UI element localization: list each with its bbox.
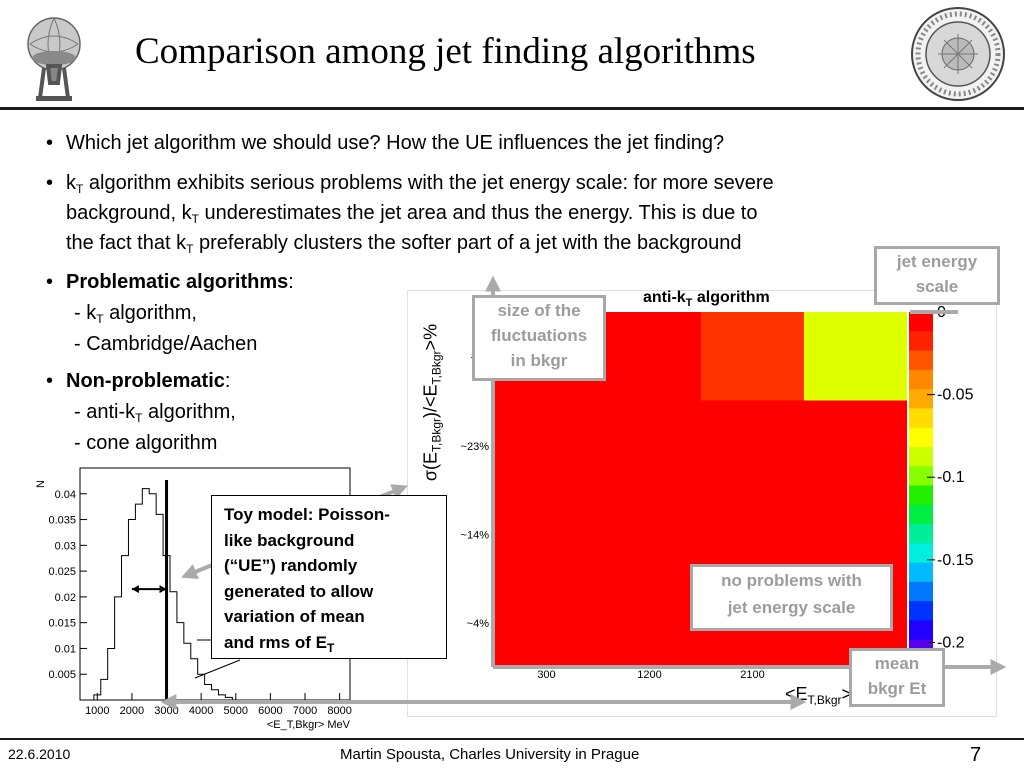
bullet-1: • Which jet algorithm we should use? How … [46, 132, 725, 154]
colorbar-segment [909, 485, 933, 506]
heatmap-cell [804, 312, 907, 401]
colorbar-segment [909, 446, 933, 467]
slide-title: Comparison among jet finding algorithms [135, 31, 756, 72]
footer-date: 22.6.2010 [8, 746, 71, 762]
hist-series-line [93, 488, 240, 701]
university-seal-logo [911, 7, 1005, 101]
heatmap-cell [701, 312, 804, 401]
hist-x-axis-label: <E_T,Bkgr> MeV [267, 719, 351, 731]
colorbar-segment [909, 312, 933, 332]
hist-x-tick-label: 1000 [85, 705, 109, 717]
heatmap-cell [495, 400, 598, 489]
colorbar-tick-label: -0.1 [937, 469, 965, 486]
heatmap-cell [701, 400, 804, 489]
colorbar-segment [909, 601, 933, 621]
colorbar-segment [909, 350, 933, 371]
hist-y-tick-label: 0.04 [55, 489, 76, 501]
callout-pointer-1 [194, 659, 241, 679]
footer-divider [0, 738, 1024, 740]
bullet-2: • kT algorithm exhibits serious problems… [46, 172, 774, 256]
heatmap-x-tick-label: 300 [537, 669, 555, 681]
colorbar-segment [909, 524, 933, 544]
title-divider [0, 107, 1024, 110]
hist-y-tick-label: 0.01 [55, 643, 76, 655]
colorbar-segment [909, 562, 933, 583]
heatmap-cell [495, 489, 598, 578]
bullet-3: • Problematic algorithms: - kT algorithm… [46, 271, 294, 355]
colorbar-segment [909, 389, 933, 409]
callout-mean-bkgr: mean bkgr Et [849, 648, 945, 707]
heatmap-cell [495, 577, 598, 666]
colorbar-segment [909, 369, 933, 390]
heatmap-cell [598, 312, 701, 401]
callout-jet-energy-scale: jet energy scale [874, 246, 1000, 305]
heatmap-cell [804, 400, 907, 489]
heatmap-cell [598, 489, 701, 578]
colorbar-tick-label: -0.15 [937, 552, 974, 569]
hist-y-tick-label: 0.02 [55, 592, 76, 604]
heatmap-cell [598, 400, 701, 489]
colorbar-segment [909, 581, 933, 602]
callout-no-problems: no problems with jet energy scale [690, 564, 893, 631]
colorbar-segment [909, 427, 933, 448]
hist-y-tick-label: 0.035 [48, 515, 76, 527]
colorbar-segment [909, 466, 933, 486]
heatmap-y-tick-label: ~14% [461, 529, 490, 541]
heatmap-cell [701, 489, 804, 578]
hist-y-tick-label: 0.025 [48, 566, 76, 578]
heatmap-x-tick-label: 2100 [740, 669, 764, 681]
colorbar-tick-label: -0.05 [937, 387, 974, 404]
heatmap-y-tick-label: ~23% [461, 441, 490, 453]
heatmap-x-tick-label: 1200 [637, 669, 661, 681]
toy-model-box: Toy model: Poisson- like background (“UE… [211, 495, 447, 659]
colorbar-segment [909, 408, 933, 429]
hist-rms-arrowhead-left [131, 585, 139, 594]
page-number: 7 [970, 744, 982, 766]
colorbar-segment [909, 543, 933, 564]
hist-y-axis-label: N [35, 480, 47, 488]
hist-x-tick-label: 2000 [120, 705, 144, 717]
heatmap-cell [598, 577, 701, 666]
heatmap-title: anti-kT algorithm [643, 289, 770, 309]
hist-y-tick-label: 0.03 [55, 540, 76, 552]
callout-size-fluctuations: size of the fluctuations in bkgr [472, 295, 606, 381]
hist-rms-arrowhead-right [159, 585, 167, 594]
heatmap-y-tick-label: ~4% [467, 618, 490, 630]
colorbar-segment [909, 331, 933, 352]
hist-y-tick-label: 0.005 [48, 669, 76, 681]
footer-author: Martin Spousta, Charles University in Pr… [340, 746, 640, 763]
heatmap-cell [804, 489, 907, 578]
colorbar-segment [909, 504, 933, 525]
bullet-4: • Non-problematic: - anti-kT algorithm, … [46, 370, 236, 454]
colorbar-tick-label: -0.2 [937, 634, 965, 651]
atlas-logo [27, 17, 81, 101]
hist-y-tick-label: 0.015 [48, 618, 76, 630]
colorbar-segment [909, 620, 933, 641]
